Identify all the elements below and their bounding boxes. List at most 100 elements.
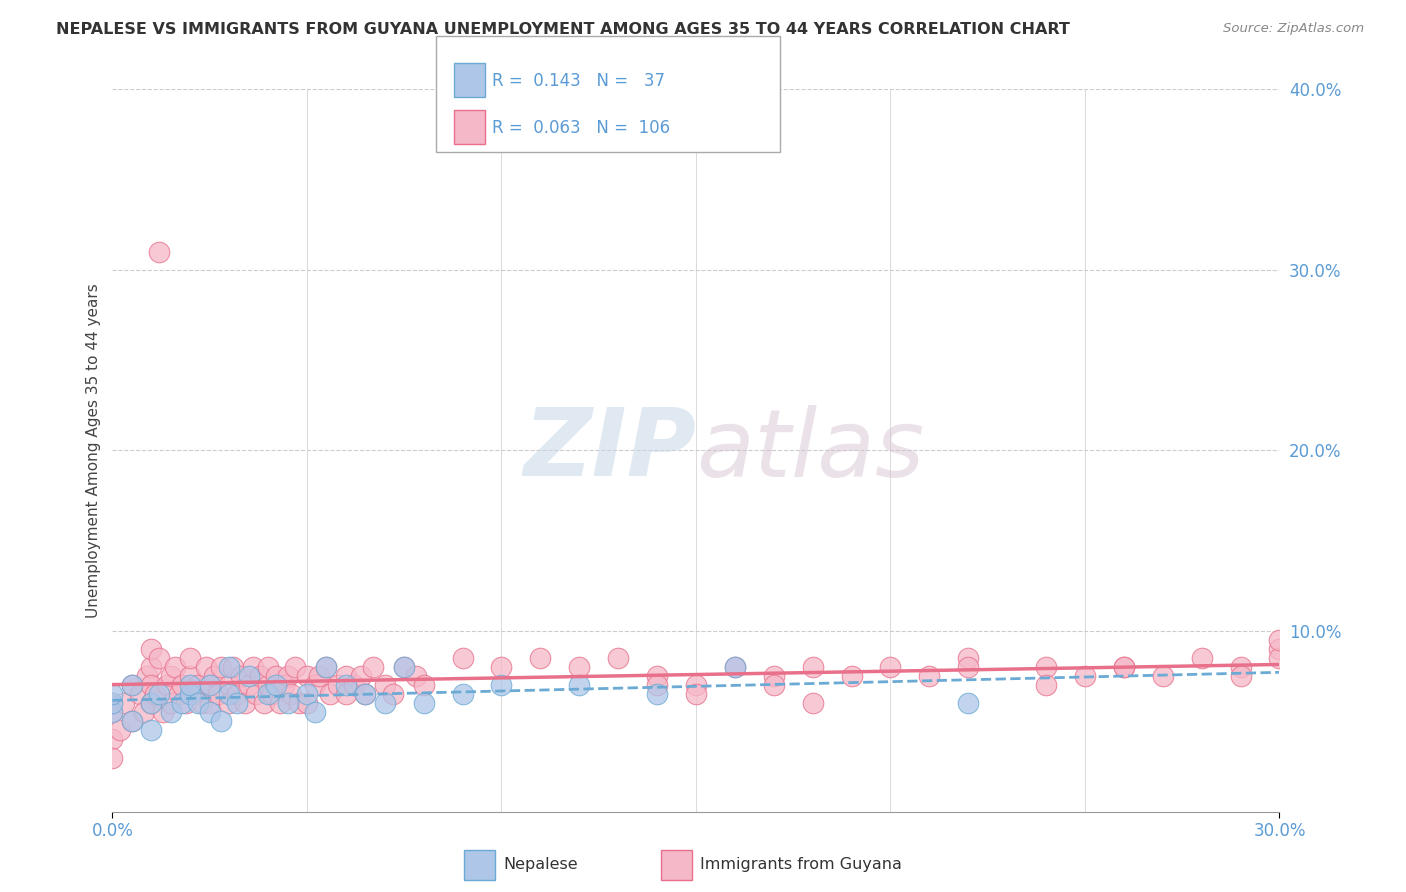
Text: Nepalese: Nepalese bbox=[503, 857, 578, 871]
Point bbox=[226, 687, 249, 701]
Point bbox=[121, 678, 143, 692]
Point bbox=[198, 678, 221, 692]
Point bbox=[374, 697, 396, 711]
Point bbox=[160, 669, 183, 683]
Point bbox=[121, 714, 143, 729]
Point bbox=[101, 706, 124, 720]
Point bbox=[152, 706, 174, 720]
Point bbox=[187, 697, 209, 711]
Point bbox=[1112, 660, 1135, 674]
Text: ZIP: ZIP bbox=[523, 404, 696, 497]
Point bbox=[491, 660, 513, 674]
Point bbox=[141, 642, 163, 657]
Text: atlas: atlas bbox=[696, 405, 924, 496]
Point bbox=[957, 651, 980, 665]
Point bbox=[451, 651, 474, 665]
Point bbox=[280, 687, 302, 701]
Point bbox=[412, 678, 434, 692]
Point bbox=[568, 678, 591, 692]
Point bbox=[101, 750, 124, 764]
Point bbox=[110, 723, 132, 738]
Point bbox=[1229, 669, 1251, 683]
Point bbox=[218, 687, 240, 701]
Point bbox=[276, 697, 298, 711]
Point bbox=[957, 660, 980, 674]
Point bbox=[112, 697, 135, 711]
Point bbox=[245, 687, 267, 701]
Point bbox=[198, 706, 221, 720]
Point bbox=[1191, 651, 1213, 665]
Point bbox=[160, 697, 183, 711]
Point bbox=[335, 687, 357, 701]
Point bbox=[141, 678, 163, 692]
Point bbox=[685, 687, 707, 701]
Point bbox=[1112, 660, 1135, 674]
Point bbox=[141, 697, 163, 711]
Point bbox=[238, 669, 260, 683]
Point bbox=[645, 669, 668, 683]
Point bbox=[101, 697, 124, 711]
Point bbox=[1152, 669, 1174, 683]
Point bbox=[361, 660, 384, 674]
Point bbox=[568, 660, 591, 674]
Point bbox=[879, 660, 901, 674]
Point bbox=[1229, 660, 1251, 674]
Point bbox=[198, 697, 221, 711]
Point bbox=[249, 669, 271, 683]
Point bbox=[233, 697, 256, 711]
Point bbox=[1268, 633, 1291, 648]
Point bbox=[179, 678, 201, 692]
Point bbox=[451, 687, 474, 701]
Point bbox=[101, 687, 124, 701]
Point bbox=[284, 660, 307, 674]
Point bbox=[194, 660, 217, 674]
Point bbox=[121, 714, 143, 729]
Point bbox=[529, 651, 551, 665]
Point bbox=[209, 714, 232, 729]
Point bbox=[295, 697, 318, 711]
Point bbox=[132, 706, 155, 720]
Point bbox=[187, 678, 209, 692]
Point bbox=[148, 244, 170, 259]
Point bbox=[143, 687, 166, 701]
Point bbox=[179, 651, 201, 665]
Point bbox=[226, 697, 249, 711]
Point bbox=[179, 669, 201, 683]
Point bbox=[273, 678, 295, 692]
Text: Immigrants from Guyana: Immigrants from Guyana bbox=[700, 857, 903, 871]
Point bbox=[260, 687, 283, 701]
Point bbox=[308, 669, 330, 683]
Point bbox=[128, 687, 150, 701]
Point bbox=[136, 669, 159, 683]
Point bbox=[957, 697, 980, 711]
Point bbox=[354, 687, 377, 701]
Text: NEPALESE VS IMMIGRANTS FROM GUYANA UNEMPLOYMENT AMONG AGES 35 TO 44 YEARS CORREL: NEPALESE VS IMMIGRANTS FROM GUYANA UNEMP… bbox=[56, 22, 1070, 37]
Point bbox=[343, 678, 366, 692]
Point bbox=[101, 732, 124, 747]
Point bbox=[335, 678, 357, 692]
Point bbox=[801, 660, 824, 674]
Point bbox=[209, 660, 232, 674]
Point bbox=[350, 669, 373, 683]
Point bbox=[724, 660, 747, 674]
Point bbox=[257, 678, 280, 692]
Point bbox=[295, 669, 318, 683]
Point bbox=[354, 687, 377, 701]
Point bbox=[141, 697, 163, 711]
Text: R =  0.143   N =   37: R = 0.143 N = 37 bbox=[492, 72, 665, 90]
Point bbox=[412, 697, 434, 711]
Point bbox=[1035, 660, 1057, 674]
Point bbox=[191, 697, 214, 711]
Point bbox=[141, 723, 163, 738]
Point bbox=[304, 678, 326, 692]
Point bbox=[253, 697, 276, 711]
Point bbox=[841, 669, 863, 683]
Point bbox=[315, 660, 337, 674]
Point bbox=[276, 669, 298, 683]
Point bbox=[264, 678, 287, 692]
Point bbox=[801, 697, 824, 711]
Point bbox=[101, 697, 124, 711]
Point bbox=[172, 678, 194, 692]
Point bbox=[295, 687, 318, 701]
Point bbox=[288, 697, 311, 711]
